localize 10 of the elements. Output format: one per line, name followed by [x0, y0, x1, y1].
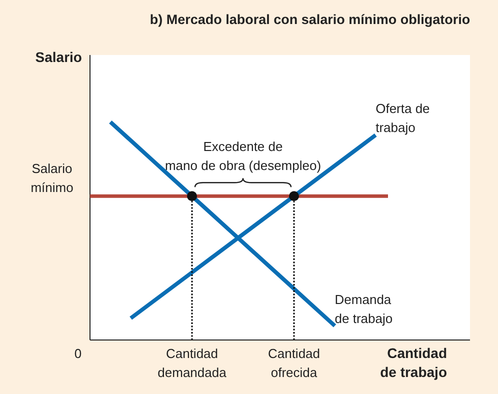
- y-axis-title: Salario: [35, 49, 82, 65]
- chart-title: b) Mercado laboral con salario mínimo obligatorio: [150, 12, 470, 27]
- series-label: Demanda de trabajo: [334, 292, 393, 326]
- series-label: Oferta de trabajo: [376, 101, 430, 136]
- ref-line-label: Salario mínimo: [30, 161, 74, 196]
- x-tick-label: Cantidad demandada: [158, 346, 228, 380]
- annotation: Excedente de mano de obra (desempleo): [164, 139, 322, 174]
- text: 0: [74, 346, 82, 361]
- x-axis-title: Cantidad de trabajo: [380, 345, 447, 380]
- x-tick-label: Cantidad ofrecida: [268, 346, 320, 380]
